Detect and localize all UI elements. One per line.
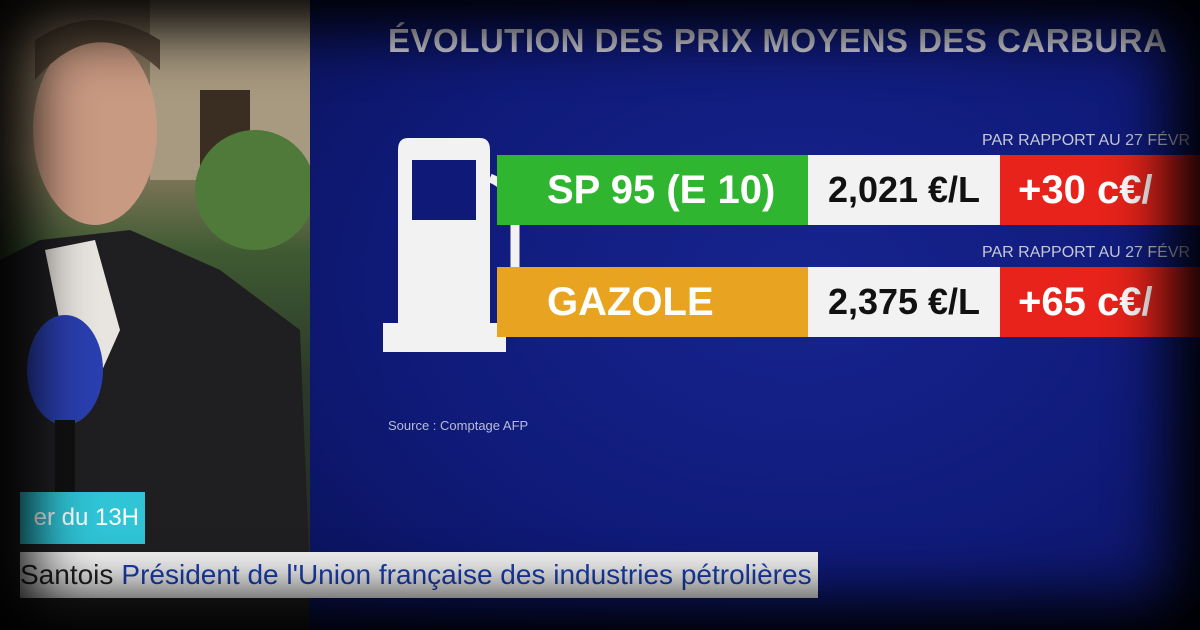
- lower-third: Santois Président de l'Union française d…: [20, 552, 818, 598]
- program-tag: er du 13H: [20, 492, 145, 544]
- speaker-role: Président de l'Union française des indus…: [121, 559, 818, 590]
- price-change: +30 c€/: [1000, 155, 1200, 225]
- hair: [35, 20, 160, 80]
- fuel-name: SP 95 (E 10): [497, 155, 808, 225]
- tree: [195, 130, 315, 250]
- fuel-price: 2,021 €/L: [808, 155, 1000, 225]
- face: [33, 35, 157, 225]
- infographic-title: ÉVOLUTION DES PRIX MOYENS DES CARBURA: [388, 22, 1168, 59]
- fuel-name: GAZOLE: [497, 267, 808, 337]
- fuel-pump-icon: [383, 138, 520, 352]
- source-note: Source : Comptage AFP: [388, 418, 529, 433]
- fuel-price: 2,375 €/L: [808, 267, 1000, 337]
- row-note: PAR RAPPORT AU 27 FÉVR: [982, 244, 1191, 261]
- row-note: PAR RAPPORT AU 27 FÉVR: [982, 132, 1191, 149]
- pump-screen: [412, 160, 476, 220]
- price-change: +65 c€/: [1000, 267, 1200, 337]
- speaker-name: Santois: [20, 559, 114, 590]
- microphone-handle: [55, 420, 75, 510]
- microphone: [27, 315, 103, 425]
